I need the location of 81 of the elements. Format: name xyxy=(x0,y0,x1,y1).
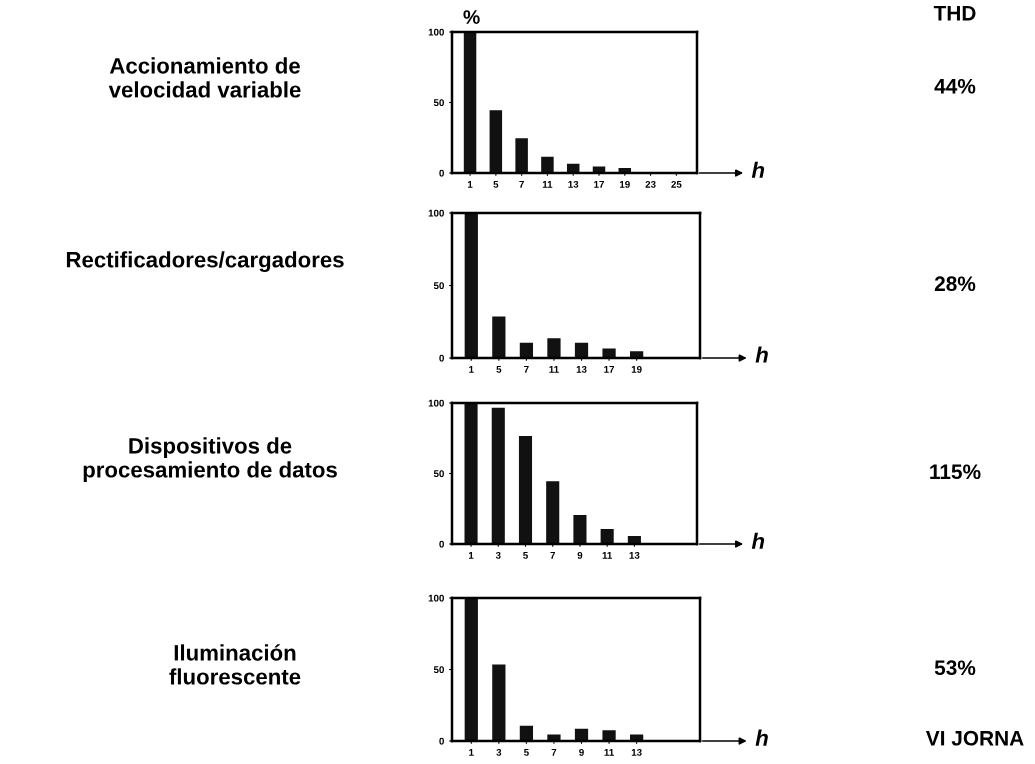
bar xyxy=(464,213,478,358)
y-tick-label: 100 xyxy=(428,28,444,36)
bar xyxy=(464,598,478,741)
x-tick-label: 1 xyxy=(468,552,474,559)
x-tick-label: 11 xyxy=(549,366,559,373)
bar xyxy=(574,342,589,358)
x-tick-label: 19 xyxy=(631,365,642,373)
x-tick-label: 23 xyxy=(645,180,656,188)
y-axis-title: % xyxy=(463,10,480,24)
x-tick-label: 13 xyxy=(576,365,587,373)
bar xyxy=(602,730,616,741)
x-tick-label: 13 xyxy=(631,748,642,756)
bar xyxy=(519,342,534,358)
x-tick-label: 13 xyxy=(629,551,640,559)
bar xyxy=(547,734,561,741)
text: Iluminación fluorescente xyxy=(169,644,301,685)
bar xyxy=(489,110,503,173)
x-tick-label: 3 xyxy=(496,748,502,756)
x-tick-label: 9 xyxy=(579,748,584,756)
x-tick-label: 5 xyxy=(493,181,499,188)
bar xyxy=(547,338,561,358)
y-tick-label: 100 xyxy=(428,209,444,217)
bar xyxy=(546,481,560,544)
bar xyxy=(630,734,644,741)
y-tick-label: 100 xyxy=(428,399,444,407)
x-tick-label: 3 xyxy=(495,551,501,559)
y-tick-label: 100 xyxy=(428,594,444,602)
y-tick-label: 0 xyxy=(439,169,444,177)
text: 115% xyxy=(930,464,981,480)
bar xyxy=(492,316,506,358)
x-axis-title: h xyxy=(751,532,765,549)
bar xyxy=(515,138,528,173)
x-tick-label: 13 xyxy=(568,180,579,188)
x-axis-title: h xyxy=(755,729,768,746)
bar xyxy=(602,348,616,358)
text: Accionamiento de velocidad variable xyxy=(108,57,301,98)
text: 53% xyxy=(934,660,976,676)
bar xyxy=(492,664,506,741)
x-tick-label: 7 xyxy=(551,749,557,756)
text: 44% xyxy=(934,78,976,94)
y-tick-label: 50 xyxy=(433,99,444,107)
x-tick-label: 9 xyxy=(577,551,583,559)
y-tick-label: 0 xyxy=(439,737,444,745)
x-tick-label: 5 xyxy=(496,366,502,373)
x-tick-label: 25 xyxy=(671,180,682,188)
y-tick-label: 50 xyxy=(433,470,444,478)
bar xyxy=(491,407,505,544)
text: THD xyxy=(933,6,976,21)
y-tick-label: 0 xyxy=(439,354,444,362)
x-tick-label: 11 xyxy=(602,552,613,559)
bar xyxy=(518,436,533,544)
y-tick-label: 0 xyxy=(439,540,444,548)
x-tick-label: 1 xyxy=(467,181,473,188)
bar xyxy=(627,536,641,544)
x-tick-label: 11 xyxy=(542,181,553,188)
bar xyxy=(573,514,587,544)
x-tick-label: 5 xyxy=(523,552,528,559)
text: 28% xyxy=(934,276,976,292)
x-tick-label: 11 xyxy=(604,749,614,756)
y-tick-label: 50 xyxy=(433,666,444,674)
bar xyxy=(464,403,478,544)
bar xyxy=(541,156,554,173)
x-tick-label: 7 xyxy=(550,552,555,559)
x-axis-title: h xyxy=(755,346,768,363)
x-tick-label: 19 xyxy=(620,180,630,188)
x-tick-label: 1 xyxy=(469,749,474,756)
bar xyxy=(463,32,477,173)
x-tick-label: 17 xyxy=(594,181,604,188)
x-tick-label: 5 xyxy=(524,749,529,756)
y-tick-label: 50 xyxy=(433,282,444,290)
text: Rectificadores/cargadores xyxy=(66,251,344,273)
x-tick-label: 1 xyxy=(469,366,474,373)
bar xyxy=(519,725,534,741)
x-tick-label: 17 xyxy=(604,366,615,373)
x-tick-label: 7 xyxy=(524,366,529,373)
text: Dispositivos de procesamiento de datos xyxy=(83,437,337,482)
bar xyxy=(600,529,614,544)
bar xyxy=(630,351,644,358)
x-tick-label: 7 xyxy=(519,181,524,188)
text: VI JORNA xyxy=(925,730,1024,746)
x-axis-title: h xyxy=(751,161,765,178)
